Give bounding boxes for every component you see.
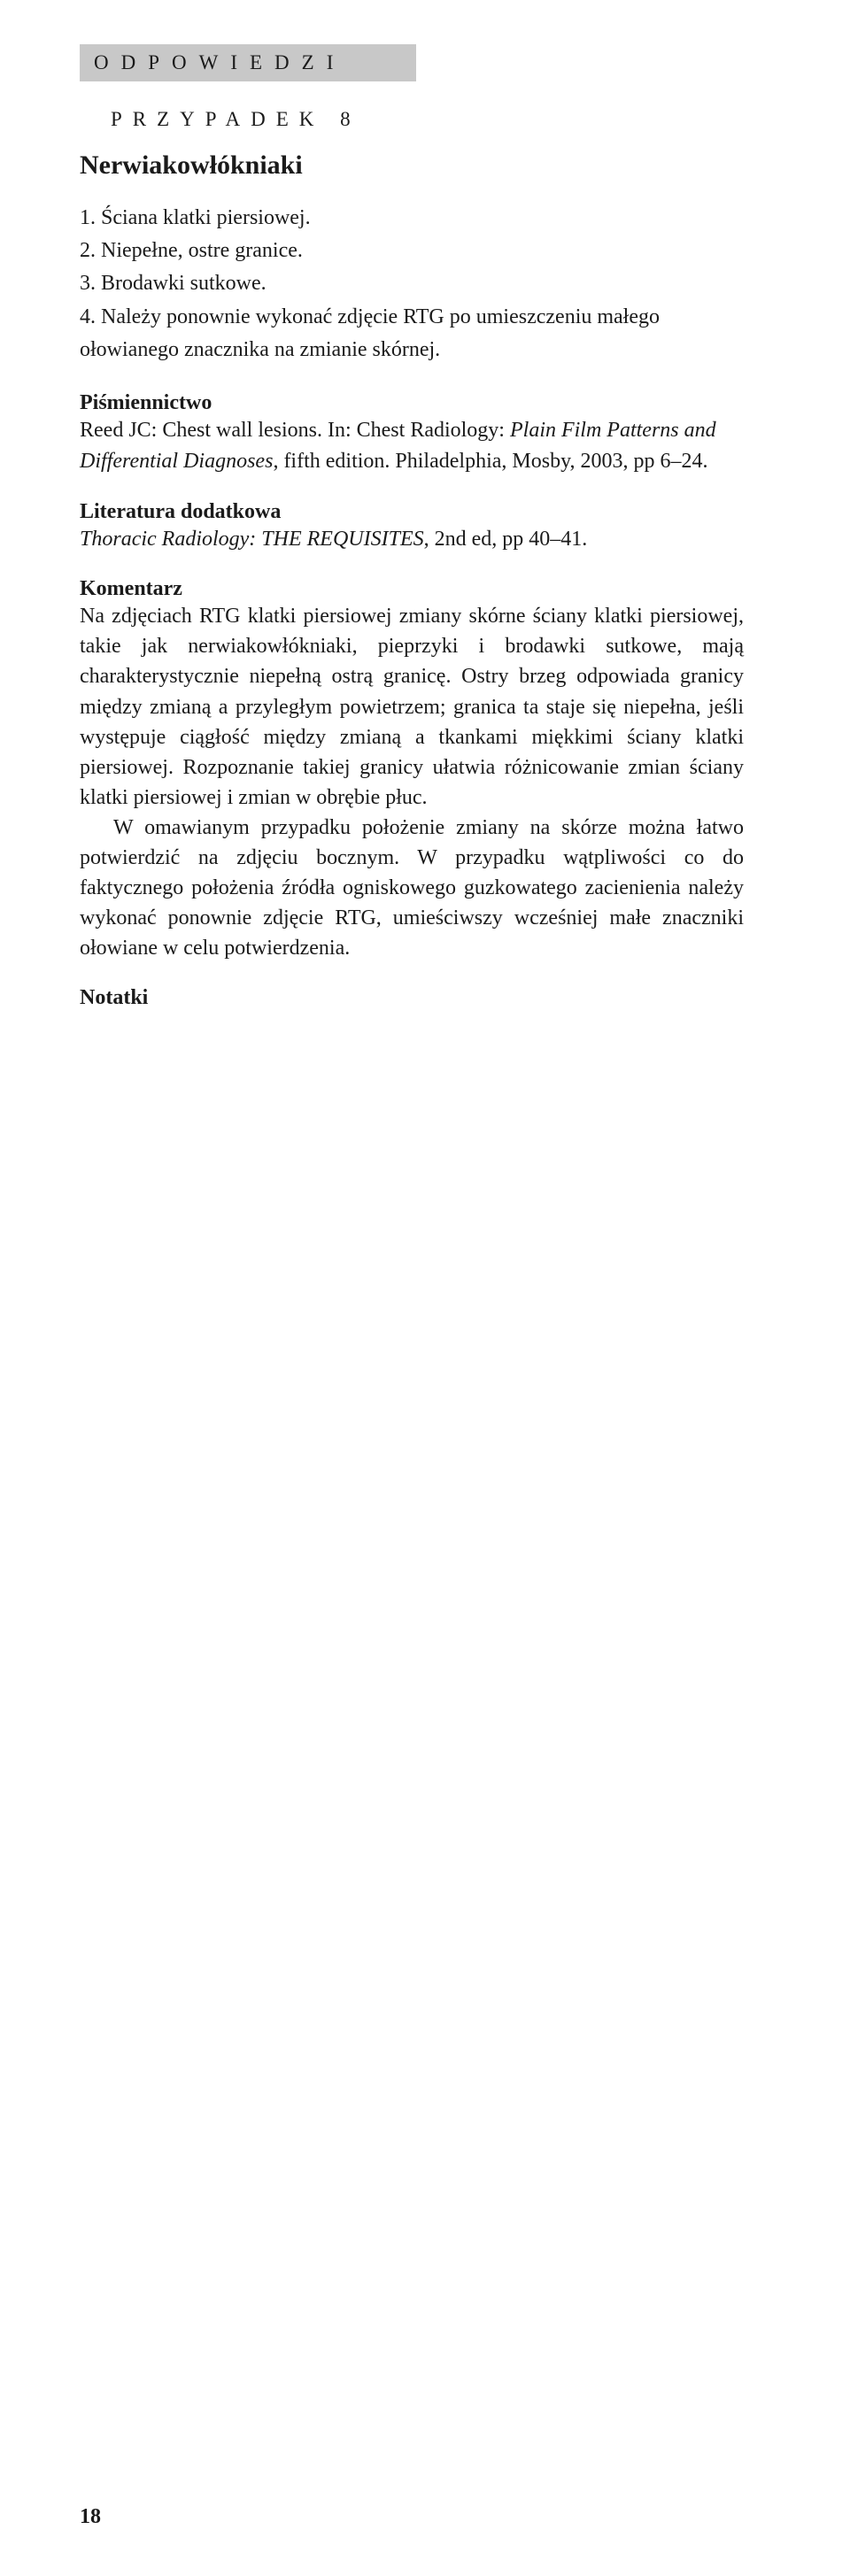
bibliography-suffix: , fifth edition. Philadelphia, Mosby, 20… xyxy=(273,450,707,473)
bibliography-prefix: Reed JC: Chest wall lesions. In: Chest R… xyxy=(80,419,510,442)
notes-heading: Notatki xyxy=(80,986,744,1010)
answers-header-bar: ODPOWIEDZI xyxy=(80,44,416,81)
answer-list: 1. Ściana klatki piersiowej. 2. Niepełne… xyxy=(80,202,744,366)
commentary-p1: Na zdjęciach RTG klatki piersiowej zmian… xyxy=(80,601,744,813)
additional-italic: Thoracic Radiology: THE REQUISITES xyxy=(80,528,424,551)
additional-text: Thoracic Radiology: THE REQUISITES, 2nd … xyxy=(80,524,744,555)
answer-item: 2. Niepełne, ostre granice. xyxy=(80,235,744,267)
answer-item: 4. Należy ponownie wykonać zdjęcie RTG p… xyxy=(80,301,744,366)
case-label: PRZYPADEK 8 xyxy=(111,108,744,131)
answer-item: 3. Brodawki sutkowe. xyxy=(80,267,744,300)
commentary-heading: Komentarz xyxy=(80,577,744,601)
additional-suffix: , 2nd ed, pp 40–41. xyxy=(424,528,588,551)
commentary-block: Na zdjęciach RTG klatki piersiowej zmian… xyxy=(80,601,744,963)
answers-header-text: ODPOWIEDZI xyxy=(94,51,345,73)
commentary-p2: W omawianym przypadku położenie zmiany n… xyxy=(80,813,744,963)
additional-heading: Literatura dodatkowa xyxy=(80,500,744,524)
page-number: 18 xyxy=(80,2505,101,2529)
bibliography-heading: Piśmiennictwo xyxy=(80,391,744,415)
answer-item: 1. Ściana klatki piersiowej. xyxy=(80,202,744,235)
bibliography-text: Reed JC: Chest wall lesions. In: Chest R… xyxy=(80,415,744,477)
page-title: Nerwiakowłókniaki xyxy=(80,150,744,181)
